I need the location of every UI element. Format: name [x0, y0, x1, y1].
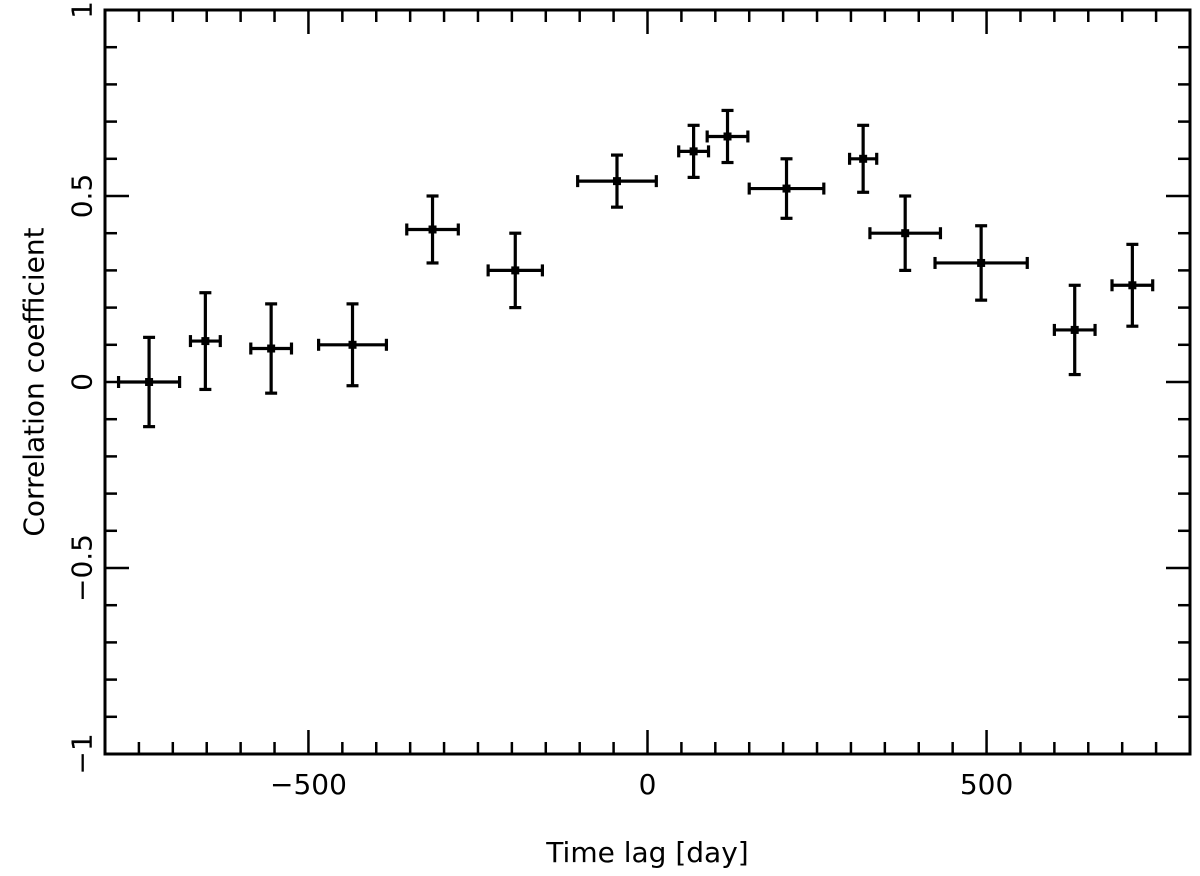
y-tick-label: −0.5: [66, 534, 99, 602]
point-marker: [977, 258, 986, 267]
point-marker: [348, 340, 357, 349]
data-point: [188, 291, 222, 392]
x-tick-label: 0: [639, 768, 657, 801]
y-tick-label: 0.5: [66, 174, 99, 219]
point-marker: [901, 229, 910, 238]
plot-frame: [103, 8, 1192, 756]
data-point: [116, 335, 182, 429]
x-tick-label: 500: [960, 768, 1013, 801]
data-point: [486, 231, 544, 310]
y-tick-label: 1: [66, 1, 99, 19]
x-tick-label: −500: [270, 768, 347, 801]
x-axis-label: Time lag [day]: [545, 836, 748, 869]
y-tick-label: 0: [66, 373, 99, 391]
point-marker: [428, 225, 437, 234]
data-point: [677, 123, 711, 179]
data-point: [747, 157, 826, 220]
point-marker: [612, 177, 621, 186]
data-point: [1110, 242, 1155, 328]
axis-ticks: [103, 8, 1192, 756]
data-point: [317, 302, 389, 388]
data-point: [933, 224, 1029, 302]
point-marker: [267, 344, 276, 353]
data-point: [868, 194, 943, 272]
data-point: [576, 153, 658, 209]
y-axis-label: Correlation coefficient: [18, 227, 51, 536]
point-marker: [689, 147, 698, 156]
point-marker: [511, 266, 520, 275]
data-point: [1052, 283, 1097, 377]
data-point: [249, 302, 294, 395]
tick-labels: −500 0 500 −1 −0.5 0 0.5 1: [66, 1, 1014, 801]
y-tick-label: −1: [66, 733, 99, 774]
point-marker: [201, 337, 210, 346]
point-marker: [782, 184, 791, 193]
point-marker: [859, 154, 868, 163]
data-points: [116, 108, 1155, 429]
data-point: [705, 108, 750, 165]
point-marker: [145, 378, 154, 386]
point-marker: [1128, 281, 1137, 290]
point-marker: [723, 132, 732, 141]
point-marker: [1070, 325, 1079, 334]
data-point: [405, 194, 460, 265]
data-point: [847, 123, 879, 194]
